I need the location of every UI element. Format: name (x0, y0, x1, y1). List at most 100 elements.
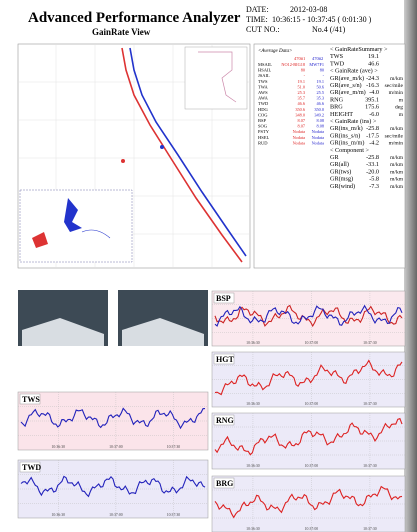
avg-v2: MW7F1 (309, 62, 324, 67)
summary-title: < Component > (330, 147, 369, 154)
avg-v2: 46.6 (316, 101, 324, 106)
chart-xtick: 10:37:00 (109, 445, 123, 449)
field-label: DATE: (246, 5, 269, 14)
summary-value: -5.8 (369, 176, 379, 183)
avg-v1: 19.1 (297, 79, 305, 84)
summary-key: GR(ins_m/k) (330, 125, 363, 132)
summary-key: GR(ave_m/m) (330, 89, 366, 96)
summary-key: GR(ave_m/k) (330, 75, 364, 82)
summary-value: -25.8 (366, 154, 379, 161)
summary-key: HEIGHT (330, 111, 353, 118)
chart-xtick: 10:37:00 (305, 464, 319, 468)
chart-label: BSP (216, 294, 231, 303)
chart-xtick: 10:36:30 (246, 341, 260, 345)
summary-unit: m (399, 97, 404, 103)
avg-key: AWS (258, 90, 268, 95)
summary-key: RNG (330, 96, 344, 103)
chart-xtick: 10:37:30 (167, 513, 181, 517)
chart-xtick: 10:37:00 (305, 527, 319, 531)
summary-value: -4.0 (369, 89, 379, 96)
track-marker (160, 145, 164, 149)
track-marker (121, 159, 125, 163)
chart-xtick: 10:37:30 (167, 445, 181, 449)
summary-value: -4.2 (369, 140, 379, 147)
summary-key: GR(tws) (330, 168, 351, 175)
avg-v1: 51.0 (297, 84, 305, 89)
avg-v2: 80 (320, 68, 324, 73)
avg-v2: Nodata (312, 140, 325, 145)
chart-xtick: 10:36:30 (246, 527, 260, 531)
summary-unit: sec/mile (385, 83, 404, 89)
summary-value: -25.8 (366, 125, 379, 132)
summary-unit: m/km (390, 177, 404, 183)
avg-v2: 35.3 (316, 96, 324, 101)
chart-label: RNG (216, 416, 234, 425)
summary-key: BRG (330, 104, 343, 111)
chart-xtick: 10:36:30 (246, 464, 260, 468)
page-shadow (404, 0, 417, 532)
avg-v1: 46.6 (297, 101, 305, 106)
summary-unit: m/km (390, 162, 404, 168)
avg-key: AWA (258, 96, 269, 101)
summary-value: 19.1 (368, 53, 379, 60)
chart-label: BRG (216, 479, 233, 488)
field-value: 2012-03-08 (290, 5, 327, 14)
field-value: 10:36:15 - 10:37:45 ( 0:01:30 ) (272, 15, 372, 24)
avg-key: COG (258, 112, 268, 117)
summary-unit: m/min (389, 90, 404, 96)
avg-v1: 35.7 (297, 96, 305, 101)
avg-key: SOG (258, 124, 268, 129)
avg-v1: 80 (301, 68, 305, 73)
summary-key: GR(ins_s/n) (330, 132, 360, 139)
avg-v2: 25.5 (316, 90, 324, 95)
avg-key: JSAIL (258, 73, 270, 78)
summary-value: -17.5 (366, 132, 379, 139)
summary-unit: m/km (390, 126, 404, 132)
chart-xtick: 10:37:30 (363, 527, 377, 531)
avg-key: BSP (258, 118, 267, 123)
summary-key: TWS (330, 53, 344, 60)
summary-key: GR(wind) (330, 183, 355, 190)
chart-xtick: 10:37:30 (363, 464, 377, 468)
avg-v2: 8.08 (316, 124, 324, 129)
avg-v1: Nodata (293, 129, 306, 134)
avg-key: TWS (258, 79, 268, 84)
subtitle: GainRate View (92, 27, 151, 37)
inset-map (185, 47, 247, 109)
avg-v1: 350.6 (295, 107, 306, 112)
summary-title: < GainRate (ins) > (330, 118, 377, 125)
title: Advanced Performance Analyzer (28, 10, 241, 26)
field-value: No.4 (/41) (312, 25, 346, 34)
avg-v2: 350.0 (314, 107, 324, 112)
summary-key: GR(all) (330, 161, 349, 168)
avg-v1: Nodata (293, 140, 306, 145)
document: Advanced Performance Analyzer GainRate V… (0, 0, 417, 532)
summary-title: < GainRateSummary > (330, 46, 388, 53)
summary-key: TWD (330, 60, 345, 67)
summary-value: -6.0 (369, 111, 379, 118)
summary-unit: m/min (389, 141, 404, 147)
summary-key: GR(msg) (330, 176, 353, 183)
avg-v2: 50.6 (316, 84, 324, 89)
summary-unit: sec/mile (385, 133, 404, 139)
chart-xtick: 10:37:00 (305, 402, 319, 406)
summary-key: GR(ave_s/n) (330, 82, 362, 89)
summary-value: -20.0 (366, 168, 379, 175)
summary-value: -7.3 (369, 183, 379, 190)
avg-v1: NO12-BIG18 (281, 62, 305, 67)
summary-key: GR (330, 154, 339, 161)
avg-v1: 348.0 (295, 112, 305, 117)
summary-value: -16.3 (366, 82, 379, 89)
chart-xtick: 10:36:30 (52, 513, 66, 517)
chart-xtick: 10:37:00 (109, 513, 123, 517)
summary-value: 395.1 (365, 96, 379, 103)
summary-value: 46.6 (368, 60, 379, 67)
chart-xtick: 10:37:00 (305, 341, 319, 345)
chart-xtick: 10:36:30 (246, 402, 260, 406)
summary-key: GR(ins_m/m) (330, 140, 364, 147)
summary-unit: m/km (390, 76, 404, 82)
chart-label: HGT (216, 355, 234, 364)
summary-unit: deg (395, 105, 403, 111)
avg-key: TWA (258, 84, 268, 89)
avg-key: HDG (258, 107, 268, 112)
